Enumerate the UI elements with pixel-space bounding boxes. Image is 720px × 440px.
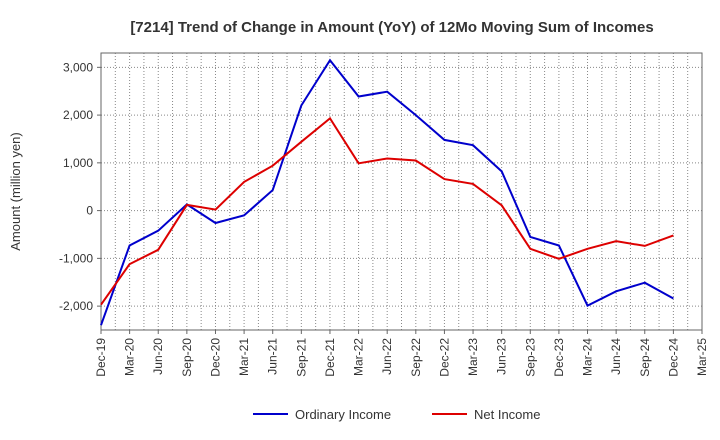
chart-title: [7214] Trend of Change in Amount (YoY) o… <box>130 19 653 36</box>
x-tick-label: Sep-23 <box>523 338 537 377</box>
x-tick-label: Jun-21 <box>266 338 280 375</box>
x-tick-label: Jun-24 <box>609 338 623 375</box>
y-axis-title: Amount (million yen) <box>8 132 23 251</box>
x-tick-label: Dec-21 <box>323 338 337 377</box>
legend-label-1: Net Income <box>474 407 540 422</box>
x-tick-label: Mar-20 <box>123 338 137 376</box>
series-lines <box>100 58 674 326</box>
series-line-0 <box>100 58 674 326</box>
x-tick-label: Dec-23 <box>552 338 566 377</box>
x-tick-label: Mar-23 <box>466 338 480 376</box>
grid-lines <box>101 53 702 330</box>
x-tick-label: Dec-22 <box>437 338 451 377</box>
x-tick-label: Jun-20 <box>151 338 165 375</box>
y-tick-label: 1,000 <box>63 156 93 170</box>
x-tick-label: Sep-20 <box>180 338 194 377</box>
legend: Ordinary Income Net Income <box>253 407 540 422</box>
x-tick-label: Dec-19 <box>94 338 108 377</box>
y-tick-label: 0 <box>86 204 93 218</box>
legend-label-0: Ordinary Income <box>295 407 391 422</box>
plot-area <box>100 52 703 331</box>
x-tick-label: Dec-20 <box>208 338 222 377</box>
x-tick-label: Mar-21 <box>237 338 251 376</box>
x-tick-label: Mar-25 <box>695 338 709 376</box>
y-tick-label: -1,000 <box>59 251 93 265</box>
x-tick-label: Jun-22 <box>380 338 394 375</box>
axis-labels: 3,000 2,000 1,000 0 -1,000 -2,000 Dec-19 Mar-20… <box>59 60 709 376</box>
y-tick-label: 2,000 <box>63 108 93 122</box>
x-tick-label: Sep-22 <box>409 338 423 377</box>
x-tick-label: Mar-24 <box>581 338 595 376</box>
y-tick-label: -2,000 <box>59 299 93 313</box>
x-tick-label: Mar-22 <box>352 338 366 376</box>
y-tick-label: 3,000 <box>63 60 93 74</box>
series-line-1 <box>100 116 674 306</box>
x-tick-label: Jun-23 <box>495 338 509 375</box>
x-tick-label: Sep-24 <box>638 338 652 377</box>
x-tick-label: Sep-21 <box>294 338 308 377</box>
x-tick-label: Dec-24 <box>666 338 680 377</box>
